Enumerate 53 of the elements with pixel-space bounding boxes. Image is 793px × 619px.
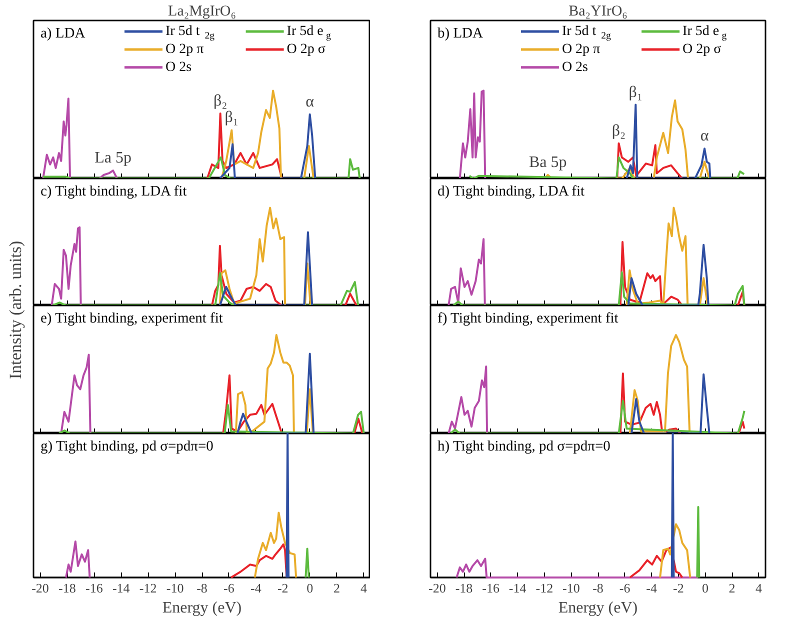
x-axis-title: Energy (eV) bbox=[558, 600, 638, 616]
x-tick-label: -20 bbox=[428, 580, 446, 596]
x-tick-label: -6 bbox=[619, 580, 631, 596]
x-tick-label: -20 bbox=[32, 580, 49, 596]
x-tick-label: -8 bbox=[592, 580, 604, 596]
annotation: β₁ bbox=[224, 109, 239, 126]
legend-label: O 2p σ bbox=[682, 42, 722, 57]
x-tick-label: 4 bbox=[360, 580, 368, 596]
x-tick-label: -10 bbox=[562, 580, 580, 596]
x-tick-label: -12 bbox=[536, 580, 554, 596]
legend-label: O 2s bbox=[562, 60, 588, 75]
annotation: β₂ bbox=[612, 122, 626, 140]
chart-subtitle: e) Tight binding, experiment fit bbox=[40, 310, 223, 326]
x-tick-label: -8 bbox=[196, 580, 208, 596]
x-tick-label: -6 bbox=[224, 580, 235, 596]
annotation: Ba 5p bbox=[528, 154, 567, 171]
x-tick-label: -4 bbox=[250, 580, 262, 596]
y-axis-title: Intensity (arb. units) bbox=[6, 240, 25, 380]
legend-label: O 2p π bbox=[165, 42, 204, 57]
x-tick-label: -2 bbox=[277, 580, 288, 596]
legend-label: O 2p σ bbox=[286, 42, 326, 57]
annotation: α bbox=[306, 93, 315, 110]
x-tick-label: -16 bbox=[85, 580, 104, 596]
x-tick-label: -14 bbox=[112, 580, 130, 596]
x-tick-label: 2 bbox=[728, 580, 736, 596]
chart-subtitle: f) Tight binding, experiment fit bbox=[438, 310, 618, 326]
chart-subtitle: b) LDA bbox=[438, 26, 484, 42]
chart-subtitle: c) Tight binding, LDA fit bbox=[40, 184, 187, 200]
legend-label: O 2s bbox=[165, 60, 192, 75]
annotation: La 5p bbox=[94, 150, 132, 167]
x-tick-label: 4 bbox=[756, 580, 763, 596]
x-tick-label: -14 bbox=[508, 580, 527, 596]
annotation: β₂ bbox=[213, 92, 228, 110]
legend-label: O 2p π bbox=[562, 42, 600, 57]
chart-title: La₂MgIrO₆ bbox=[168, 4, 236, 20]
chart-subtitle: d) Tight binding, LDA fit bbox=[438, 184, 585, 200]
x-tick-label: 0 bbox=[702, 580, 708, 596]
x-tick-label: -12 bbox=[139, 580, 157, 596]
x-tick-label: 0 bbox=[306, 580, 314, 596]
x-axis-title: Energy (eV) bbox=[162, 600, 242, 616]
x-tick-label: -18 bbox=[455, 580, 473, 596]
x-tick-label: -16 bbox=[482, 580, 500, 596]
chart-subtitle: g) Tight binding, pd σ=pdπ=0 bbox=[40, 438, 214, 454]
annotation: β₁ bbox=[628, 84, 643, 101]
chart-subtitle: a) LDA bbox=[40, 26, 86, 42]
x-tick-label: -2 bbox=[672, 580, 684, 596]
chart-title: Ba₂YIrO₆ bbox=[568, 4, 628, 20]
chart-subtitle: h) Tight binding, pd σ=pdπ=0 bbox=[438, 438, 610, 454]
x-tick-label: 2 bbox=[334, 580, 340, 596]
x-tick-label: -10 bbox=[166, 580, 184, 596]
x-tick-label: -4 bbox=[646, 580, 658, 596]
annotation: α bbox=[700, 128, 710, 145]
x-tick-label: -18 bbox=[58, 580, 76, 596]
